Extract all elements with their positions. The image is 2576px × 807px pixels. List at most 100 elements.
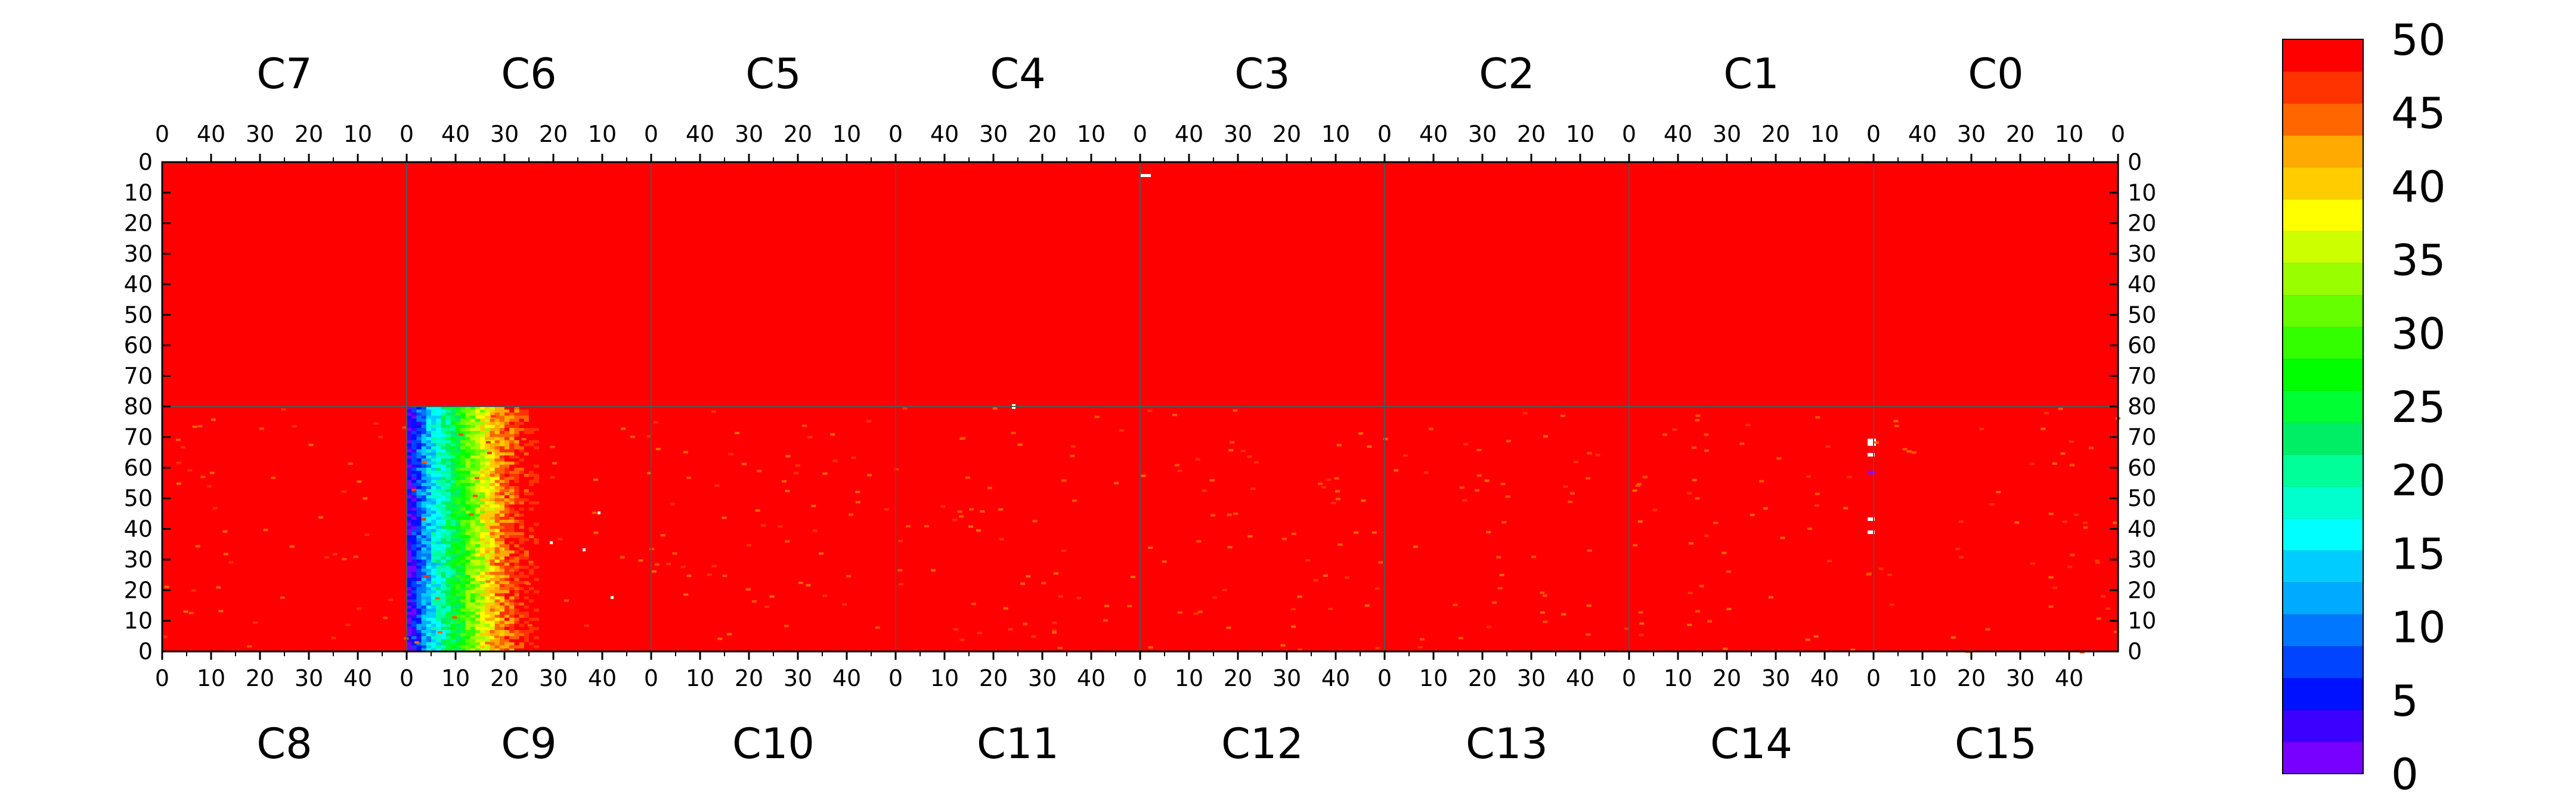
- heatmap-cell: [524, 437, 530, 441]
- color-bar-segment: [2283, 486, 2363, 519]
- noise-cell: [1573, 461, 1578, 464]
- heatmap-cell: [529, 614, 534, 619]
- heatmap-cell: [534, 636, 539, 640]
- heatmap-cell: [407, 492, 412, 496]
- heatmap-cell: [490, 578, 496, 582]
- heatmap-cell: [421, 507, 427, 511]
- heatmap-cell: [494, 406, 500, 410]
- top-x-tick-label: 0: [888, 121, 903, 147]
- heatmap-cell: [407, 501, 412, 505]
- heatmap-cell: [431, 593, 436, 597]
- heatmap-cell: [441, 470, 447, 474]
- heatmap-cell: [519, 470, 525, 474]
- heatmap-cell: [485, 529, 490, 533]
- heatmap-cell: [436, 605, 441, 609]
- noise-cell: [550, 476, 555, 479]
- heatmap-cell: [529, 492, 534, 496]
- heatmap-cell: [460, 409, 466, 413]
- heatmap-cell: [431, 563, 436, 566]
- heatmap-cell: [490, 474, 496, 477]
- heatmap-cell: [490, 461, 496, 465]
- heatmap-cell: [436, 486, 441, 490]
- heatmap-cell: [450, 563, 456, 566]
- color-bar-tick-label: 40: [2391, 162, 2446, 212]
- heatmap-cell: [524, 550, 530, 554]
- heatmap-cell: [534, 596, 539, 600]
- color-bar-segment: [2283, 294, 2363, 327]
- heatmap-cell: [504, 648, 510, 652]
- panel-label-c10: C10: [732, 719, 815, 768]
- noise-cell: [353, 555, 358, 558]
- heatmap-cell: [421, 596, 427, 600]
- heatmap-cell: [514, 633, 520, 637]
- heatmap-cell: [494, 590, 500, 594]
- heatmap-cell: [499, 639, 505, 643]
- heatmap-cell: [509, 412, 515, 417]
- heatmap-cell: [407, 477, 412, 480]
- heatmap-cell: [480, 412, 485, 417]
- heatmap-cell: [529, 455, 534, 459]
- heatmap-cell: [456, 495, 461, 499]
- heatmap-cell: [431, 501, 436, 505]
- heatmap-cell: [519, 575, 525, 579]
- heatmap-cell: [460, 431, 466, 434]
- heatmap-cell: [519, 645, 525, 649]
- heatmap-cell: [431, 569, 436, 573]
- heatmap-cell: [431, 553, 436, 557]
- heatmap-cell: [407, 461, 412, 465]
- heatmap-cell: [494, 602, 500, 606]
- heatmap-cell: [524, 529, 530, 533]
- heatmap-cell: [490, 581, 496, 585]
- heatmap-cell: [445, 614, 451, 619]
- noise-cell: [1463, 443, 1469, 446]
- heatmap-cell: [416, 559, 422, 563]
- heatmap-cell: [426, 415, 432, 420]
- heatmap-cell: [441, 630, 447, 634]
- heatmap-cell: [490, 633, 496, 637]
- heatmap-cell: [534, 575, 539, 579]
- heatmap-cell: [534, 583, 539, 588]
- heatmap-cell: [441, 415, 447, 420]
- heatmap-cell: [494, 547, 500, 551]
- heatmap-cell: [456, 532, 461, 536]
- heatmap-cell: [529, 437, 534, 441]
- heatmap-cell: [465, 583, 471, 588]
- heatmap-cell: [509, 474, 515, 477]
- heatmap-cell: [494, 556, 500, 560]
- noise-cell: [1318, 482, 1323, 485]
- heatmap-cell: [450, 418, 456, 423]
- heatmap-cell: [421, 443, 427, 447]
- heatmap-cell: [421, 609, 427, 612]
- heatmap-cell: [431, 529, 436, 533]
- top-x-tick-label: 40: [686, 121, 714, 147]
- noise-cell: [1226, 626, 1231, 629]
- heatmap-cell: [514, 617, 520, 622]
- left-y-tick-label: 60: [124, 333, 153, 359]
- heatmap-cell: [460, 455, 466, 459]
- heatmap-cell: [514, 455, 520, 459]
- heatmap-cell: [445, 443, 451, 447]
- heatmap-cell: [450, 620, 456, 625]
- heatmap-cell: [514, 516, 520, 520]
- heatmap-cell: [416, 418, 422, 423]
- heatmap-cell: [480, 498, 485, 502]
- panel-label-c11: C11: [977, 719, 1059, 768]
- heatmap-cell: [494, 596, 500, 600]
- noise-cell: [422, 461, 428, 464]
- heatmap-cell: [519, 440, 525, 444]
- heatmap-cell: [465, 553, 471, 557]
- heatmap-cell: [514, 599, 520, 603]
- heatmap-cell: [426, 504, 432, 508]
- heatmap-cell: [431, 434, 436, 437]
- heatmap-cell: [450, 486, 456, 490]
- noise-cell: [1476, 474, 1482, 477]
- noise-cell: [1428, 427, 1433, 430]
- heatmap-cell: [475, 412, 481, 417]
- heatmap-cell: [465, 609, 471, 612]
- noise-cell: [1053, 572, 1058, 575]
- noise-cell: [2052, 586, 2058, 589]
- heatmap-cell: [426, 520, 432, 523]
- heatmap-cell: [465, 489, 471, 493]
- heatmap-cell: [480, 636, 485, 640]
- heatmap-cell: [509, 609, 515, 612]
